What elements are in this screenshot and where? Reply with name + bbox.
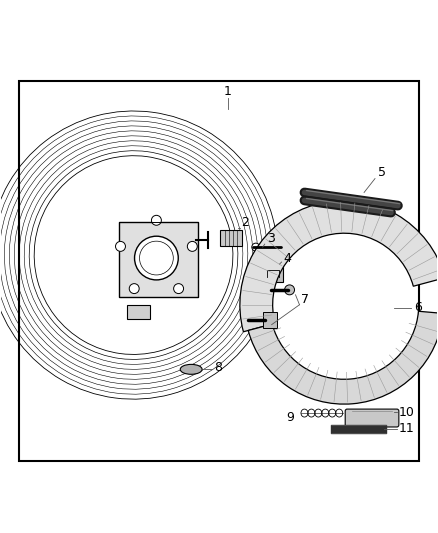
Text: 4: 4 — [283, 252, 291, 264]
FancyBboxPatch shape — [119, 222, 198, 297]
FancyBboxPatch shape — [263, 312, 277, 328]
Circle shape — [129, 284, 139, 294]
Text: 7: 7 — [301, 293, 310, 306]
FancyBboxPatch shape — [127, 305, 150, 319]
Text: 8: 8 — [214, 361, 222, 374]
FancyBboxPatch shape — [220, 230, 242, 246]
Circle shape — [134, 236, 178, 280]
Text: 6: 6 — [414, 301, 422, 314]
Circle shape — [152, 215, 161, 225]
Circle shape — [116, 241, 125, 252]
Text: 11: 11 — [399, 423, 415, 435]
Text: 1: 1 — [224, 85, 232, 98]
FancyBboxPatch shape — [263, 264, 283, 282]
Circle shape — [187, 241, 197, 252]
Wedge shape — [240, 200, 438, 332]
Text: 9: 9 — [286, 410, 294, 424]
Text: 10: 10 — [399, 406, 415, 418]
Text: 5: 5 — [378, 166, 386, 179]
Text: 3: 3 — [267, 232, 275, 245]
Wedge shape — [248, 311, 438, 404]
Circle shape — [285, 285, 294, 295]
Ellipse shape — [180, 365, 202, 374]
Text: 2: 2 — [241, 216, 249, 229]
Circle shape — [252, 243, 260, 251]
FancyBboxPatch shape — [345, 409, 399, 427]
Circle shape — [173, 284, 184, 294]
